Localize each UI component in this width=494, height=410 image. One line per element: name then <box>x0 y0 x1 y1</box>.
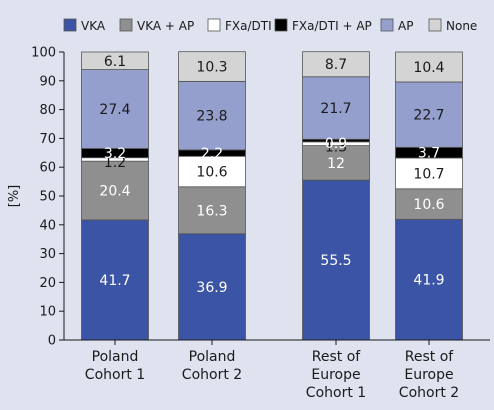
bar-segment <box>395 218 463 341</box>
category-label: Rest of Europe Cohort 2 <box>399 349 459 401</box>
data-label: 6.1 <box>104 54 126 70</box>
category-label-line: Rest of <box>405 349 455 365</box>
legend-swatch <box>207 18 221 32</box>
y-tick-label: 50 <box>39 190 56 205</box>
y-axis: 0 10 20 30 40 50 60 70 80 90 100 [%] <box>7 46 65 349</box>
bar-segment <box>81 69 149 149</box>
data-label: 12 <box>327 156 345 172</box>
bar-segment <box>178 155 246 188</box>
category-label-line: Poland <box>189 349 236 365</box>
data-label: 10.3 <box>196 60 227 76</box>
legend-swatch <box>63 18 77 32</box>
legend: VKA VKA + AP FXa/DTI FXa/DTI + AP AP None <box>63 18 477 33</box>
legend-item-5: None <box>428 18 477 33</box>
data-label: 3.7 <box>418 146 440 162</box>
legend-item-4: AP <box>380 18 413 33</box>
bar-segment <box>178 186 246 235</box>
bar-segment <box>395 188 463 220</box>
category-label-line: Europe <box>311 367 360 383</box>
y-axis-label: [%] <box>7 185 22 208</box>
data-label: 16.3 <box>196 203 227 219</box>
legend-label: AP <box>398 19 413 33</box>
category-label-line: Europe <box>404 367 453 383</box>
bar-segment <box>178 51 246 82</box>
category-label: Rest of Europe Cohort 1 <box>306 349 366 401</box>
data-label: 36.9 <box>196 280 227 296</box>
y-tick-label: 10 <box>39 305 56 320</box>
category-label-line: Rest of <box>312 349 362 365</box>
bar-segment <box>302 51 370 78</box>
legend-swatch <box>428 18 442 32</box>
legend-swatch <box>274 18 288 32</box>
legend-label: VKA + AP <box>137 19 194 33</box>
data-label: 41.9 <box>413 273 444 289</box>
category-label-line: Cohort 2 <box>182 367 242 383</box>
legend-swatch <box>119 18 133 32</box>
legend-item-3: FXa/DTI + AP <box>274 18 372 33</box>
category-label: Poland Cohort 1 <box>85 349 145 383</box>
legend-item-1: VKA + AP <box>119 18 194 33</box>
y-tick-label: 0 <box>48 334 56 349</box>
x-axis: Poland Cohort 1 Poland Cohort 2 Rest of Europ… <box>64 339 490 401</box>
data-label: 8.7 <box>325 57 347 73</box>
bar-segment <box>302 76 370 140</box>
y-tick-label: 60 <box>39 161 56 176</box>
data-label: 55.5 <box>320 253 351 269</box>
legend-label: VKA <box>81 19 106 33</box>
data-label: 0.9 <box>325 136 347 152</box>
bar-stack-3: 41.9 10.6 10.7 3.7 22.7 10.4 <box>395 51 463 341</box>
category-label-line: Cohort 1 <box>85 367 145 383</box>
y-tick-label: 90 <box>39 74 56 89</box>
category-label: Poland Cohort 2 <box>182 349 242 383</box>
bar-stack-1: 36.9 16.3 10.6 2.2 23.8 10.3 <box>178 51 246 341</box>
legend-label: FXa/DTI + AP <box>292 19 372 33</box>
legend-item-0: VKA <box>63 18 106 33</box>
legend-label: FXa/DTI <box>225 19 272 33</box>
data-label: 10.6 <box>196 165 227 181</box>
y-tick-label: 20 <box>39 276 56 291</box>
data-label: 41.7 <box>99 273 130 289</box>
bars: 41.7 20.4 1.23.2 27.4 6.1 36.9 16.3 10.6 2.2 23.8… <box>81 51 463 341</box>
y-tick-label: 100 <box>31 46 56 61</box>
category-label-line: Cohort 1 <box>306 385 366 401</box>
data-label: 10.4 <box>413 60 444 76</box>
bar-stack-0: 41.7 20.4 1.23.2 27.4 6.1 <box>81 51 149 341</box>
data-label: 10.7 <box>413 166 444 182</box>
data-label: 10.6 <box>413 197 444 213</box>
data-label: 1.2 <box>104 155 126 171</box>
bar-segment <box>178 233 246 341</box>
legend-item-2: FXa/DTI <box>207 18 272 33</box>
bar-segment <box>302 145 370 181</box>
data-label: 2.2 <box>201 146 223 162</box>
bar-segment <box>395 157 463 190</box>
bar-stack-2: 55.5 121.30.9 21.7 8.7 <box>302 51 370 341</box>
category-label-line: Cohort 2 <box>399 385 459 401</box>
y-tick-label: 70 <box>39 132 56 147</box>
bar-segment <box>178 80 246 151</box>
data-label: 27.4 <box>99 102 130 118</box>
data-label: 3.2 <box>104 146 126 162</box>
data-label: 23.8 <box>196 109 227 125</box>
y-tick-label: 40 <box>39 218 56 233</box>
category-label-line: Poland <box>92 349 139 365</box>
bar-segment <box>81 51 149 70</box>
y-tick-label: 80 <box>39 103 56 118</box>
legend-label: None <box>446 19 477 33</box>
data-label: 21.7 <box>320 101 351 117</box>
data-label: 20.4 <box>99 184 130 200</box>
data-label: 1.3 <box>325 140 347 156</box>
y-tick-label: 30 <box>39 247 56 262</box>
bar-segment <box>395 51 463 83</box>
legend-swatch <box>380 18 394 32</box>
bar-segment <box>81 219 149 341</box>
bar-segment <box>395 81 463 148</box>
data-label: 22.7 <box>413 108 444 124</box>
